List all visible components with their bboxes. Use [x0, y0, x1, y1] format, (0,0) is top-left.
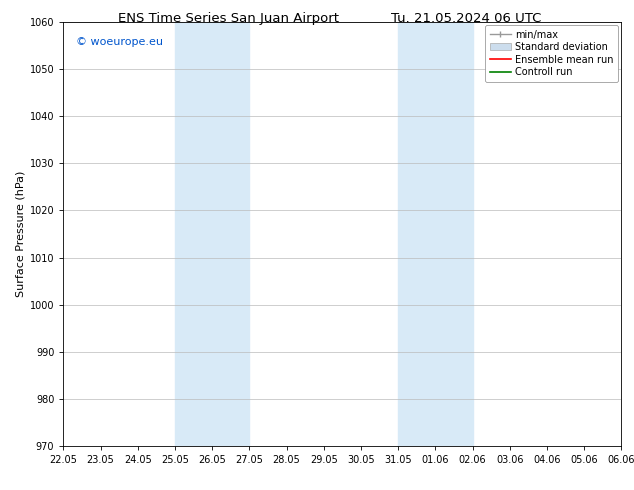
Text: Tu. 21.05.2024 06 UTC: Tu. 21.05.2024 06 UTC	[391, 12, 541, 25]
Y-axis label: Surface Pressure (hPa): Surface Pressure (hPa)	[16, 171, 25, 297]
Text: ENS Time Series San Juan Airport: ENS Time Series San Juan Airport	[118, 12, 339, 25]
Text: © woeurope.eu: © woeurope.eu	[75, 37, 163, 47]
Bar	[398, 22, 472, 446]
Legend: min/max, Standard deviation, Ensemble mean run, Controll run: min/max, Standard deviation, Ensemble me…	[485, 25, 618, 82]
Bar	[175, 22, 249, 446]
